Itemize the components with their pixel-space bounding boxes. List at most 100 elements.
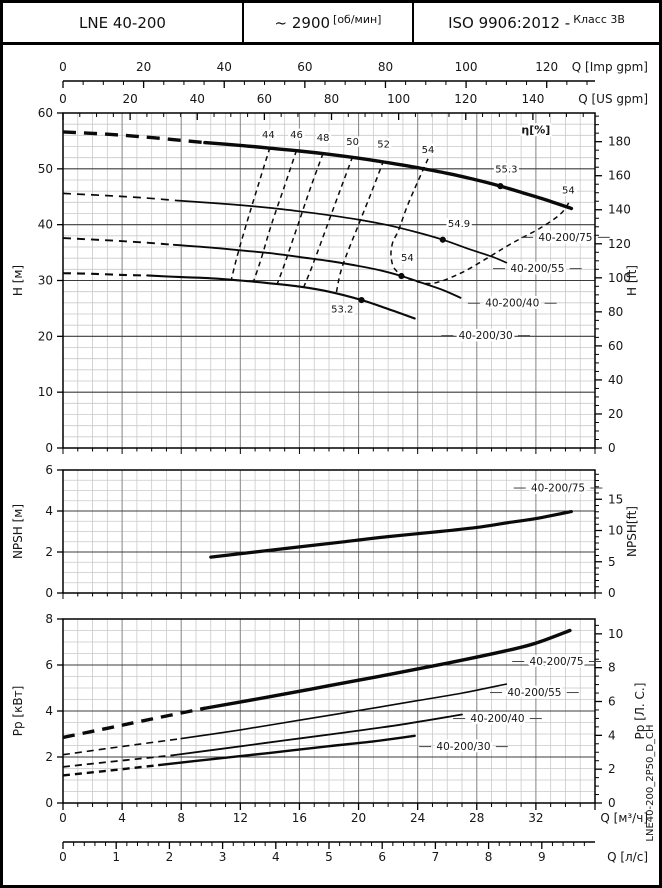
ruler-us-gpm-tick-label: 20 [122, 92, 137, 106]
y-right-tick-label: 2 [608, 762, 616, 776]
efficiency-contour-50 [303, 156, 354, 287]
efficiency-contour-44 [230, 147, 271, 279]
y-left-tick-label: 20 [38, 329, 53, 343]
curve-40-200/30 [146, 274, 416, 320]
curve-40-200/75-dashed [62, 130, 206, 145]
curve-label-40-200/30: 40-200/30 [436, 741, 490, 753]
y-right-axis-title: NPSH[ft] [625, 506, 639, 557]
ruler-ls-tick-label: 8 [485, 850, 493, 864]
ruler-us-gpm-tick-label: 120 [454, 92, 477, 106]
y-right-tick-label: 160 [608, 169, 631, 183]
curve-40-200/40 [172, 243, 462, 299]
y-right-tick-label: 10 [608, 627, 623, 641]
ruler-m3h-tick-label: 32 [528, 811, 543, 825]
chart-0: 0 10 20 30 40 50 60 0 20 40 60 80 100 120 140 160 180 44 4… [38, 106, 631, 455]
ruler-m3h-tick-label: 20 [351, 811, 366, 825]
y-right-tick-label: 100 [608, 271, 631, 285]
curve-40-200/55 [177, 199, 508, 264]
y-right-tick-label: 0 [608, 441, 616, 455]
efficiency-contour-52 [335, 160, 385, 293]
curve-40-200/30 [157, 734, 416, 767]
ruler-ls-axis-title: Q [л/с] [607, 850, 648, 864]
y-left-tick-label: 0 [45, 796, 53, 810]
y-right-tick-label: 4 [608, 728, 616, 742]
ruler-ls-tick-label: 3 [219, 850, 227, 864]
efficiency-label: 46 [290, 130, 303, 141]
ruler-ls-tick-label: 9 [538, 850, 546, 864]
y-right-tick-label: 10 [608, 524, 623, 538]
bep-efficiency-label: 54.9 [448, 219, 470, 230]
ruler-m3h-tick-label: 12 [233, 811, 248, 825]
efficiency-label: 54 [562, 185, 575, 196]
ruler-imp-gpm-tick-label: 60 [297, 60, 312, 74]
y-left-tick-label: 4 [45, 504, 53, 518]
curve-40-200/75 [203, 140, 574, 211]
ruler-us-gpm-tick-label: 40 [190, 92, 205, 106]
ruler-imp-gpm-tick-label: 20 [136, 60, 151, 74]
y-left-tick-label: 6 [45, 463, 53, 477]
ruler-us-gpm-tick-label: 80 [324, 92, 339, 106]
y-right-tick-label: 20 [608, 407, 623, 421]
ruler-m3h-tick-label: 8 [177, 811, 185, 825]
curve-40-200/30-dashed [62, 763, 160, 777]
y-left-tick-label: 6 [45, 658, 53, 672]
curve-40-200/30-dashed [62, 272, 148, 277]
pump-speed-unit: [об/мин] [333, 13, 382, 26]
y-left-tick-label: 40 [38, 218, 53, 232]
ruler-ls: 0 1 2 3 4 5 6 7 8 9 Q [л/с] [59, 841, 648, 864]
y-left-tick-label: 2 [45, 750, 53, 764]
grid-minor [63, 470, 595, 593]
tick-row [62, 448, 596, 454]
curve-label-40-200/55: 40-200/55 [507, 687, 561, 699]
title-bar: LNE 40-200 ~ 2900 [об/мин] ISO 9906:2012… [3, 3, 659, 45]
curve-label-40-200/75: 40-200/75 [530, 656, 584, 668]
y-right-tick-label: 40 [608, 373, 623, 387]
ruler-imp-gpm-tick-label: 100 [455, 60, 478, 74]
ruler-m3h-tick-label: 24 [410, 811, 425, 825]
efficiency-contour-46 [252, 150, 298, 282]
y-left-tick-label: 0 [45, 586, 53, 600]
bep-dot-40-200/55 [439, 236, 446, 243]
ruler-ls-tick-label: 0 [59, 850, 67, 864]
y-right-tick-label: 80 [608, 305, 623, 319]
ruler-m3h-tick-label: 16 [292, 811, 307, 825]
efficiency-label: 54 [422, 145, 435, 156]
y-left-tick-label: 60 [38, 106, 53, 120]
ruler-ls-tick-label: 6 [378, 850, 386, 864]
bep-efficiency-label: 53.2 [331, 304, 353, 315]
y-right-tick-label: 0 [608, 586, 616, 600]
curve-40-200/75 [209, 510, 573, 559]
ruler-ls-tick-label: 4 [272, 850, 280, 864]
y-left-tick-label: 30 [38, 274, 53, 288]
curve-40-200/75-dashed [62, 706, 206, 740]
ruler-us-gpm: 0 20 40 60 80 100 120 140 Q [US gpm] [59, 92, 648, 120]
curve-label-40-200/40: 40-200/40 [485, 298, 539, 310]
curve-40-200/40 [172, 713, 463, 757]
efficiency-label: 50 [346, 137, 359, 148]
ruler-imp-gpm-tick-label: 120 [535, 60, 558, 74]
y-right-tick-label: 180 [608, 135, 631, 149]
ruler-ls-tick-label: 2 [166, 850, 174, 864]
ruler-ls-tick-label: 5 [325, 850, 333, 864]
ruler-imp-gpm-tick-label: 80 [378, 60, 393, 74]
bep-dot-40-200/30 [358, 296, 365, 304]
y-right-tick-label: 60 [608, 339, 623, 353]
y-left-tick-label: 50 [38, 162, 53, 176]
efficiency-unit-label: η[%] [521, 124, 550, 137]
pump-curve-figure: 0 20 40 60 80 100 120 Q [Imp gpm]0 20 40 60 80 100 12… [11, 60, 656, 864]
y-right-axis-title: Pp [Л. С.] [633, 683, 647, 740]
y-right-tick-label: 5 [608, 555, 616, 569]
standard-cell: ISO 9906:2012 - Класс 3В [414, 3, 659, 42]
standard: ISO 9906:2012 - [448, 13, 571, 32]
ruler-m3h-tick-label: 4 [118, 811, 126, 825]
y-right-tick-label: 0 [608, 796, 616, 810]
y-left-axis-title: H [м] [11, 265, 25, 296]
ruler-ls-tick-label: 7 [432, 850, 440, 864]
ruler-imp-gpm-tick-label: 0 [59, 60, 67, 74]
y-left-tick-label: 10 [38, 385, 53, 399]
standard-class: Класс 3В [573, 13, 625, 26]
pump-model-cell: LNE 40-200 [3, 3, 244, 42]
curve-label-40-200/75: 40-200/75 [531, 483, 585, 495]
y-left-tick-label: 2 [45, 545, 53, 559]
